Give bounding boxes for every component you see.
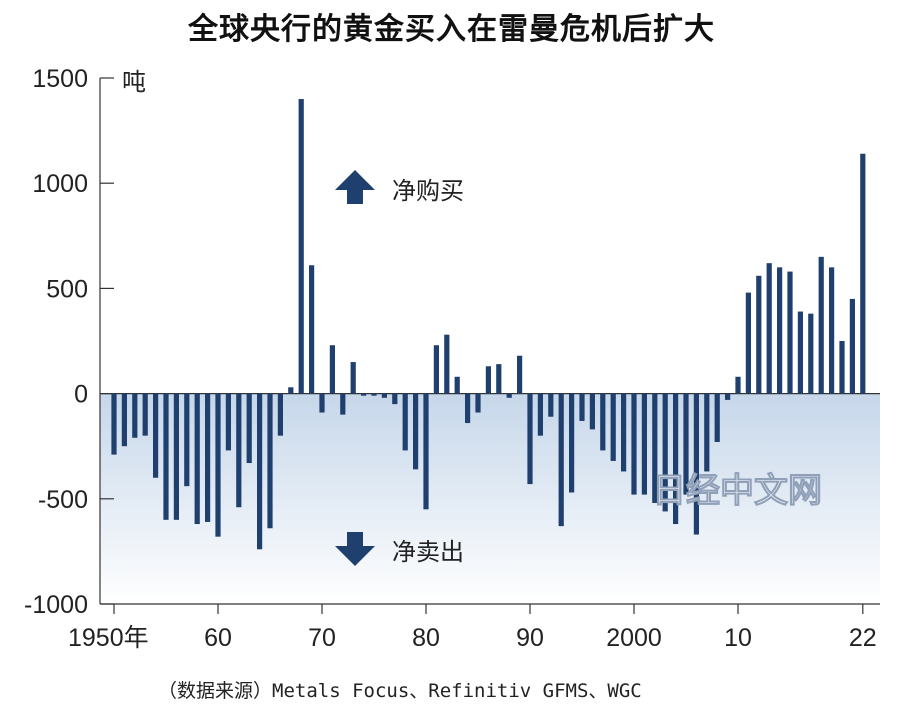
bar-2001	[641, 393, 647, 495]
bar-2012	[756, 275, 762, 394]
x-tick-label: 70	[308, 624, 336, 652]
chart-title: 全球央行的黄金买入在雷曼危机后扩大	[188, 12, 715, 47]
y-tick-label: -1000	[24, 591, 88, 619]
y-tick-label: 0	[74, 381, 88, 409]
bar-2007	[704, 393, 710, 472]
bar-2010	[735, 376, 741, 394]
bar-2020	[839, 341, 845, 394]
bar-1967	[288, 387, 294, 394]
bar-1970	[319, 393, 325, 413]
y-tick-label: -500	[38, 486, 88, 514]
bar-1958	[194, 393, 200, 525]
y-unit-label: 吨	[122, 68, 146, 96]
bar-1989	[517, 355, 523, 394]
bar-1952	[132, 393, 138, 438]
bar-2013	[766, 263, 772, 394]
bar-2018	[818, 256, 824, 394]
bar-2021	[849, 298, 855, 394]
bar-1983	[454, 376, 460, 394]
x-tick-label: 90	[516, 624, 544, 652]
bar-1957	[184, 393, 190, 487]
bar-1977	[392, 393, 398, 405]
bar-1990	[527, 393, 533, 485]
bar-1996	[589, 393, 595, 430]
bar-1984	[465, 393, 471, 424]
bar-1976	[381, 393, 387, 398]
bar-1951	[121, 393, 127, 447]
bar-1993	[558, 393, 564, 527]
bar-1992	[548, 393, 554, 417]
bar-1973	[350, 362, 356, 394]
bar-1979	[413, 393, 419, 470]
bar-1980	[423, 393, 429, 510]
bar-2009	[725, 393, 731, 400]
bar-1955	[163, 393, 169, 520]
x-tick-label: 60	[204, 624, 232, 652]
bar-2002	[652, 393, 658, 504]
net-purchase-label: 净购买	[392, 177, 464, 205]
bar-2011	[745, 292, 751, 394]
bar-1975	[371, 393, 377, 396]
bar-2005	[683, 393, 689, 495]
bar-2000	[631, 393, 637, 495]
bar-1959	[205, 393, 211, 522]
bar-1962	[236, 393, 242, 508]
bar-1964	[257, 393, 263, 550]
y-tick-label: 1500	[32, 65, 88, 93]
bar-2008	[714, 393, 720, 442]
bar-2006	[693, 393, 699, 535]
bar-1961	[225, 393, 231, 451]
bar-2016	[797, 311, 803, 394]
bar-2003	[662, 393, 668, 512]
x-tick-label: 1950年	[68, 624, 149, 652]
bar-1994	[569, 393, 575, 493]
bar-1985	[475, 393, 481, 413]
bar-1972	[340, 393, 346, 415]
bar-1950	[111, 393, 117, 455]
x-tick-label: 22	[849, 624, 877, 652]
x-tick-label: 2000	[606, 624, 662, 652]
y-tick-label: 1000	[32, 170, 88, 198]
arrow-up-icon	[335, 170, 375, 204]
bar-1963	[246, 393, 252, 464]
bar-1995	[579, 393, 585, 421]
x-tick-label: 10	[724, 624, 752, 652]
bar-1953	[142, 393, 148, 436]
bar-2022	[860, 153, 866, 394]
bar-2019	[829, 267, 835, 394]
bar-1988	[506, 393, 512, 398]
bar-2015	[787, 271, 793, 394]
bar-1954	[153, 393, 159, 478]
bar-1965	[267, 393, 273, 529]
watermark: 日经中文网	[652, 471, 822, 511]
bar-1969	[309, 265, 315, 394]
bar-2004	[673, 393, 679, 525]
bar-1971	[329, 345, 335, 394]
net-sale-label: 净卖出	[392, 538, 464, 566]
bar-2017	[808, 313, 814, 394]
bar-1981	[433, 345, 439, 394]
data-source-note: （数据来源）Metals Focus、Refinitiv GFMS、WGC	[158, 680, 642, 702]
bar-1982	[444, 334, 450, 394]
bar-1998	[610, 393, 616, 461]
bar-1968	[298, 99, 304, 394]
bar-1960	[215, 393, 221, 537]
bar-1999	[621, 393, 627, 472]
arrow-down-icon	[335, 532, 375, 566]
bar-1987	[496, 364, 502, 394]
x-tick-label: 80	[412, 624, 440, 652]
y-tick-label: 500	[46, 275, 88, 303]
bar-1997	[600, 393, 606, 451]
bar-1978	[402, 393, 408, 451]
bar-1974	[361, 393, 367, 396]
bar-1966	[277, 393, 283, 436]
bar-1986	[485, 366, 491, 394]
bar-1991	[537, 393, 543, 436]
bar-2014	[777, 267, 783, 394]
bar-1956	[173, 393, 179, 520]
